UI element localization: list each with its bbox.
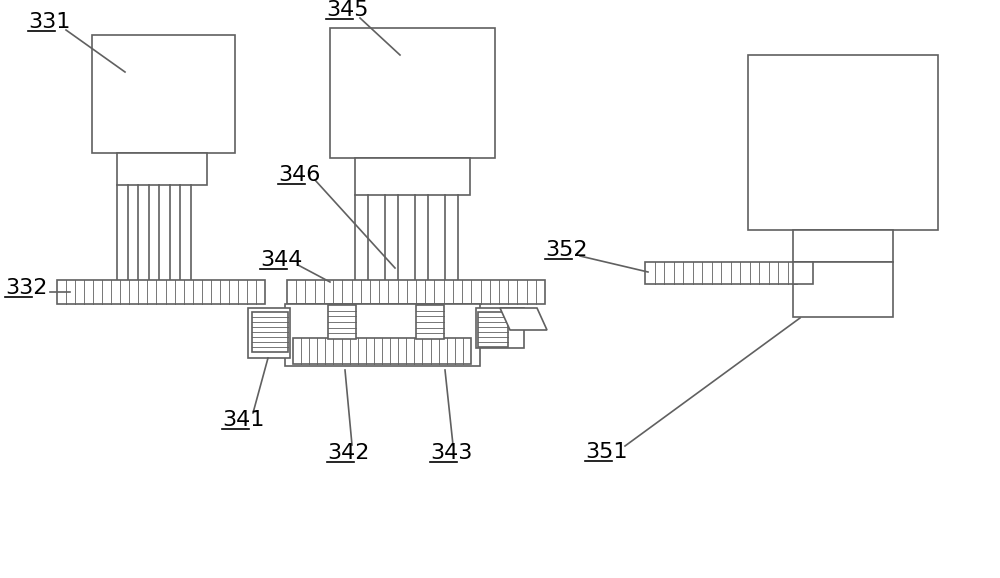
Text: 341: 341: [222, 410, 264, 430]
Text: 345: 345: [326, 0, 368, 20]
Bar: [92, 35, 235, 153]
Text: 343: 343: [430, 443, 472, 463]
Text: 342: 342: [327, 443, 369, 463]
Polygon shape: [500, 308, 547, 330]
Text: 351: 351: [585, 442, 628, 462]
Text: 346: 346: [278, 165, 320, 185]
Bar: [478, 312, 508, 347]
Bar: [252, 312, 288, 352]
Bar: [416, 305, 444, 339]
Bar: [285, 304, 480, 366]
Bar: [117, 153, 207, 185]
Bar: [293, 338, 471, 364]
Bar: [793, 230, 893, 262]
Bar: [476, 308, 524, 348]
Bar: [355, 158, 470, 195]
Bar: [793, 262, 813, 284]
Bar: [287, 280, 545, 304]
Text: 332: 332: [5, 278, 47, 298]
Bar: [748, 55, 938, 230]
Bar: [330, 28, 495, 158]
Bar: [645, 262, 797, 284]
Bar: [793, 262, 893, 317]
Text: 352: 352: [545, 240, 588, 260]
Text: 331: 331: [28, 12, 70, 32]
Bar: [57, 280, 265, 304]
Bar: [248, 308, 290, 358]
Text: 344: 344: [260, 250, 302, 270]
Bar: [328, 305, 356, 339]
